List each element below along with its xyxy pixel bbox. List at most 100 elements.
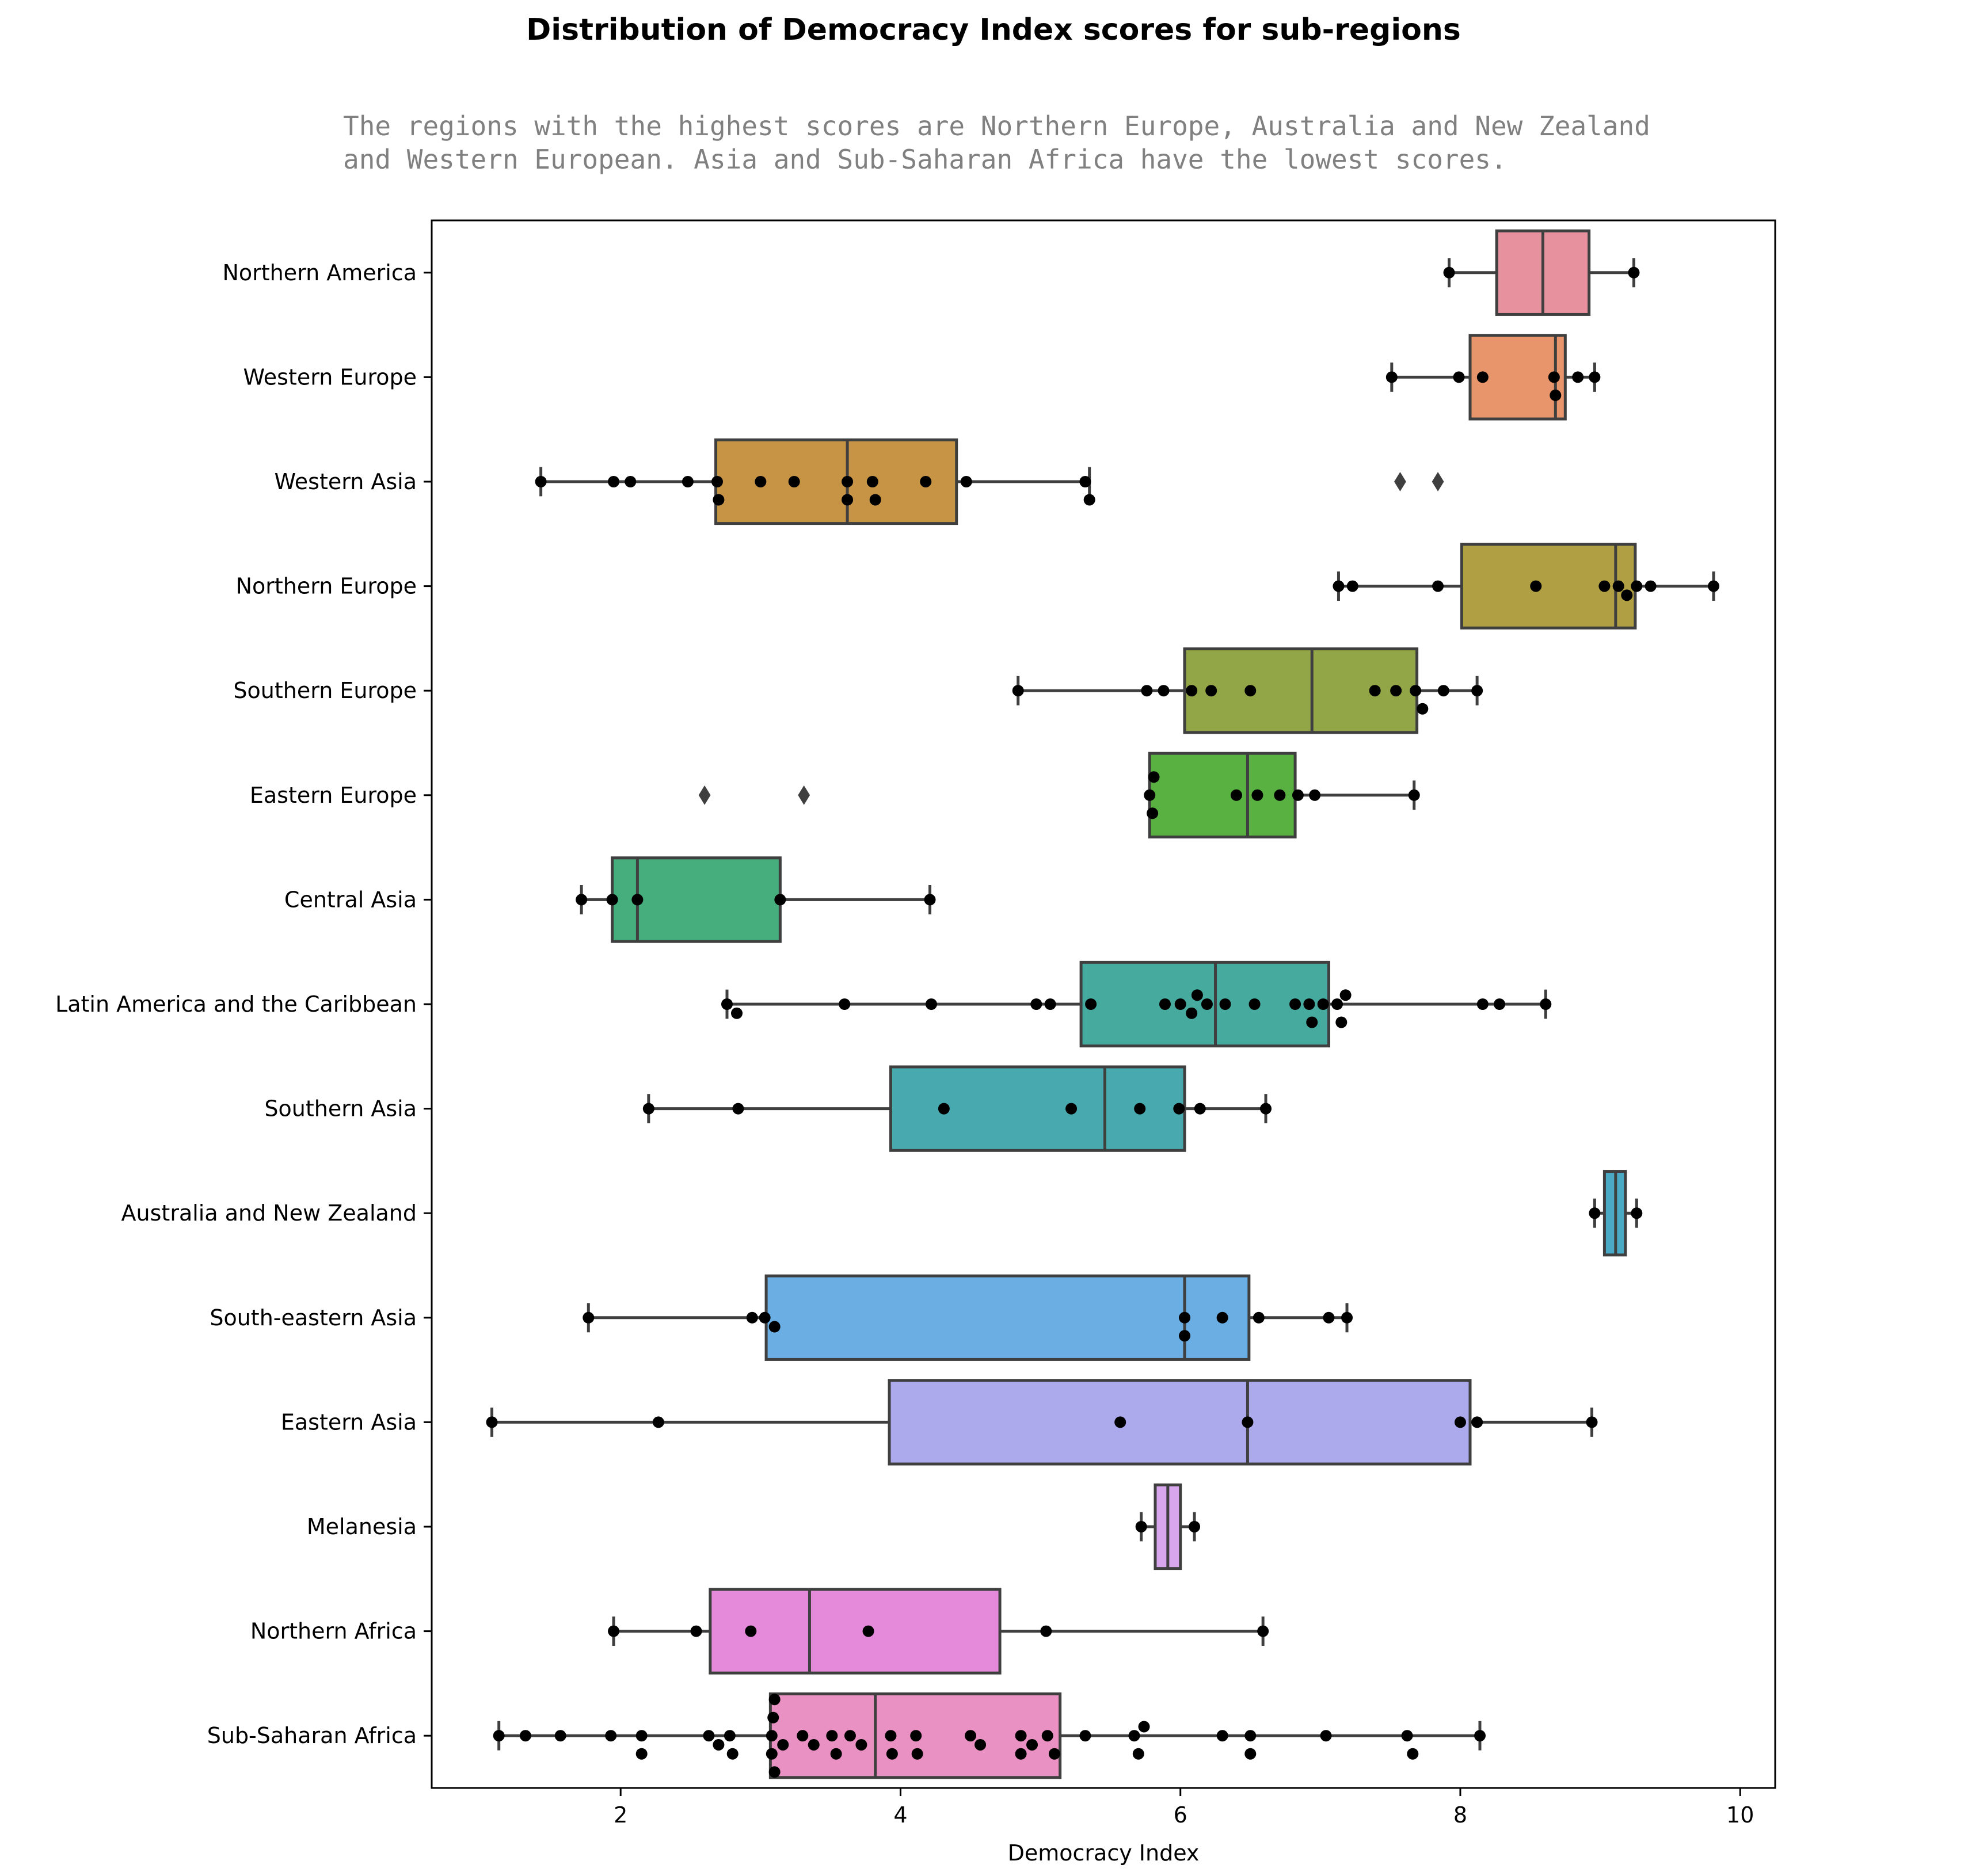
data-point [726,1748,739,1760]
data-point [1144,789,1156,801]
data-point [1079,1730,1091,1742]
data-point [1631,580,1643,592]
data-point [1289,998,1301,1010]
data-point [766,1748,778,1760]
data-point [1309,789,1321,801]
data-point [842,494,854,506]
data-point [1147,807,1159,819]
data-point [1085,998,1097,1010]
data-point [682,476,694,487]
data-point [1189,1521,1201,1532]
x-axis: 2 4 6 8 10 [614,1788,1754,1828]
data-point [732,1103,744,1115]
data-point [1454,1416,1466,1428]
data-point [1201,998,1213,1010]
data-point [1645,580,1657,592]
data-point [1257,1625,1269,1637]
data-point [1540,998,1552,1010]
data-point [1253,1311,1265,1324]
data-point [1385,371,1398,383]
data-point [1550,389,1562,401]
data-point [1292,789,1304,801]
data-point [635,1730,648,1742]
data-point [1244,685,1257,697]
data-point [1251,789,1263,801]
data-point [1216,1730,1228,1742]
y-tick-label: Western Europe [243,364,417,390]
data-point [1015,1730,1027,1742]
data-point [486,1416,498,1428]
data-point [1708,580,1720,592]
data-point [642,1103,654,1115]
x-tick-label: 8 [1453,1802,1467,1828]
data-point [1341,1311,1353,1324]
data-point [1114,1416,1126,1428]
data-point [1012,685,1024,697]
data-point [713,494,725,506]
y-tick-label: Southern Asia [264,1096,417,1122]
data-point [1244,1748,1257,1760]
plot-frame [431,219,1776,1789]
data-point [768,1321,781,1333]
data-point [1303,998,1315,1010]
data-point [711,476,723,487]
data-point [1443,266,1455,279]
data-point [1186,685,1198,697]
data-point [1174,998,1186,1010]
data-point [1219,998,1231,1010]
data-point [1132,1748,1144,1760]
data-point [576,894,588,906]
data-point [1244,1730,1257,1742]
y-tick-label: Australia and New Zealand [121,1200,417,1226]
data-point [703,1730,715,1742]
data-point [1179,1311,1191,1324]
data-point [1476,371,1489,383]
data-point [745,1625,757,1637]
data-point [652,1416,664,1428]
data-point [731,1007,743,1019]
boxes-layer [490,229,1715,1779]
data-point [965,1730,977,1742]
data-point [1159,998,1171,1010]
y-tick-label: Latin America and the Caribbean [55,992,417,1017]
data-point [1612,580,1624,592]
y-tick-label: Northern Africa [250,1619,417,1644]
data-point [911,1748,923,1760]
data-point [1030,998,1042,1010]
data-point [759,1311,771,1324]
data-point [788,476,800,487]
data-point [1474,1730,1486,1742]
data-point [1530,580,1542,592]
box-group [587,1274,1349,1361]
points-layer [486,266,1720,1778]
data-point [830,1748,842,1760]
data-point [1205,685,1217,697]
data-point [1333,580,1345,592]
data-point [938,1103,950,1115]
box-group [490,1379,1594,1466]
data-point [1390,685,1402,697]
outlier-marker [798,785,810,805]
data-point [1173,1103,1185,1115]
data-point [1194,1103,1206,1115]
data-point [1015,1748,1027,1760]
data-point [1453,371,1465,383]
data-point [606,894,618,906]
data-point [1323,1311,1335,1324]
y-tick-label: South-eastern Asia [210,1305,417,1330]
y-axis-labels: Northern America Western Europe Western As… [55,260,432,1748]
y-tick-label: Melanesia [307,1514,417,1539]
data-point [1320,1730,1332,1742]
data-point [862,1625,874,1637]
data-point [1186,1007,1198,1019]
data-point [1331,998,1343,1010]
data-point [1317,998,1329,1010]
data-point [768,1766,781,1778]
data-point [721,998,733,1010]
data-point [1135,1521,1147,1532]
data-point [1079,476,1091,487]
data-point [1041,1730,1053,1742]
chart-title: Distribution of Democracy Index scores f… [526,13,1461,47]
data-point [1048,1748,1060,1760]
